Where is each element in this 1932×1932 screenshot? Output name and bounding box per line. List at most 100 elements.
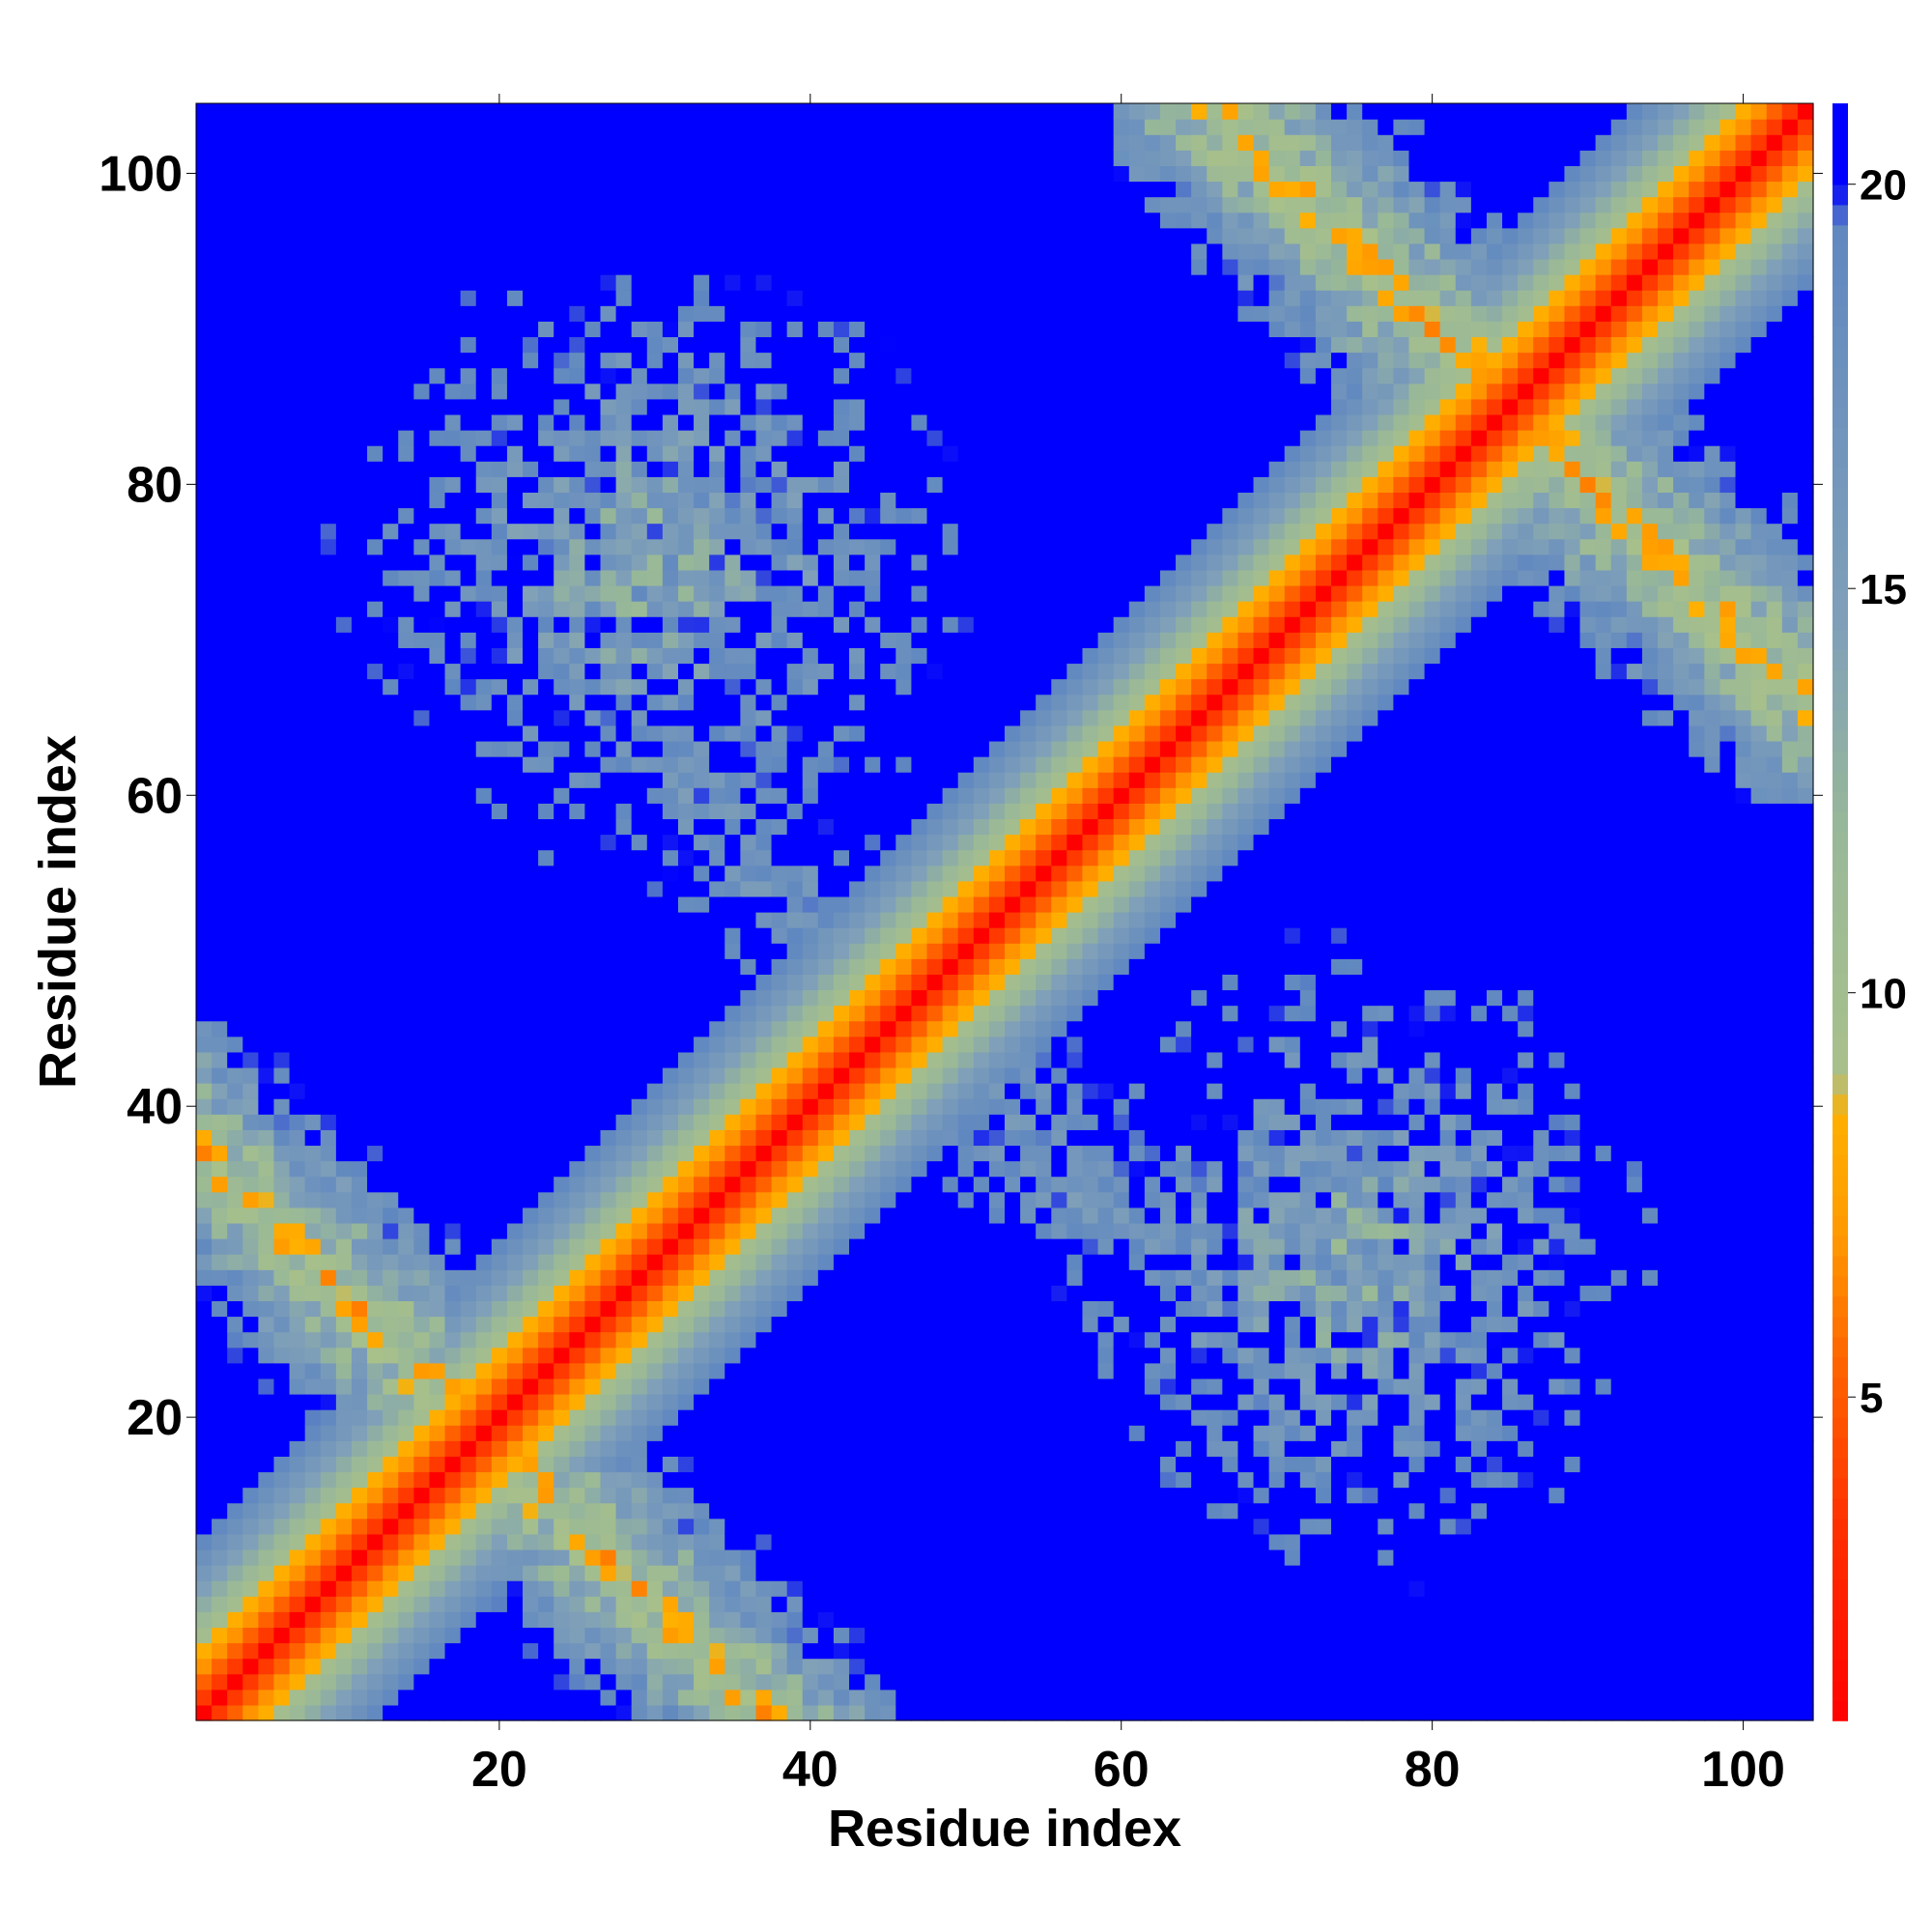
heatmap-cell xyxy=(523,989,539,1007)
heatmap-cell xyxy=(398,927,414,944)
heatmap-cell xyxy=(491,1145,508,1162)
heatmap-cell xyxy=(227,1331,243,1349)
heatmap-cell xyxy=(413,958,431,975)
heatmap-cell xyxy=(506,1627,524,1644)
heatmap-cell xyxy=(351,803,368,820)
heatmap-cell xyxy=(242,321,259,338)
heatmap-cell xyxy=(196,1285,213,1302)
heatmap-cell xyxy=(817,1285,835,1302)
heatmap-cell xyxy=(895,1331,913,1349)
heatmap-cell xyxy=(662,989,679,1007)
heatmap-cell xyxy=(615,165,633,183)
heatmap-cell xyxy=(771,367,788,384)
heatmap-cell xyxy=(227,1440,243,1457)
heatmap-cell xyxy=(740,134,757,151)
heatmap-cell xyxy=(212,958,228,975)
heatmap-cell xyxy=(631,1176,648,1193)
heatmap-cell xyxy=(786,367,804,384)
heatmap-cell xyxy=(444,1083,462,1099)
heatmap-cell xyxy=(694,912,710,928)
heatmap-cell xyxy=(880,1145,896,1162)
heatmap-cell xyxy=(677,989,695,1007)
heatmap-cell xyxy=(926,1471,944,1489)
heatmap-cell xyxy=(227,724,243,742)
heatmap-cell xyxy=(569,1456,586,1473)
heatmap-cell xyxy=(554,1020,570,1037)
heatmap-cell xyxy=(786,1145,804,1162)
heatmap-cell xyxy=(289,694,306,711)
heatmap-cell xyxy=(429,258,446,275)
heatmap-cell xyxy=(926,1347,944,1364)
heatmap-cell xyxy=(584,523,602,540)
heatmap-cell xyxy=(786,290,804,306)
heatmap-cell xyxy=(506,383,524,400)
heatmap-cell xyxy=(895,305,913,322)
heatmap-cell xyxy=(506,227,524,244)
heatmap-cell xyxy=(429,787,446,804)
heatmap-cell xyxy=(383,958,399,975)
heatmap-cell xyxy=(304,740,322,757)
heatmap-cell xyxy=(258,305,275,322)
heatmap-cell xyxy=(926,1331,944,1349)
heatmap-cell xyxy=(523,1066,539,1084)
heatmap-cell xyxy=(460,1456,477,1473)
heatmap-cell xyxy=(444,1160,462,1178)
heatmap-cell xyxy=(196,554,213,571)
heatmap-cell xyxy=(569,1285,586,1302)
heatmap-cell xyxy=(475,1425,493,1441)
heatmap-cell xyxy=(320,1316,337,1333)
heatmap-cell xyxy=(383,103,399,120)
heatmap-cell xyxy=(662,1440,679,1457)
heatmap-cell xyxy=(506,740,524,757)
heatmap-cell xyxy=(755,336,773,354)
heatmap-cell xyxy=(600,1098,617,1115)
heatmap-cell xyxy=(491,1129,508,1147)
heatmap-cell xyxy=(802,103,819,120)
heatmap-cell xyxy=(615,1254,633,1270)
heatmap-cell xyxy=(662,258,679,275)
heatmap-cell xyxy=(677,943,695,959)
heatmap-cell xyxy=(584,1269,602,1286)
heatmap-cell xyxy=(383,1222,399,1239)
heatmap-cell xyxy=(600,134,617,151)
heatmap-cell xyxy=(335,1533,353,1550)
heatmap-cell xyxy=(320,849,337,867)
heatmap-cell xyxy=(600,1627,617,1644)
heatmap-cell xyxy=(724,445,741,462)
heatmap-cell xyxy=(833,709,850,726)
heatmap-cell xyxy=(554,430,570,446)
heatmap-cell xyxy=(833,1548,850,1566)
heatmap-cell xyxy=(569,1020,586,1037)
heatmap-cell xyxy=(538,1331,554,1349)
heatmap-cell xyxy=(367,1176,384,1193)
heatmap-cell xyxy=(258,1145,275,1162)
heatmap-cell xyxy=(880,912,896,928)
heatmap-cell xyxy=(631,305,648,322)
heatmap-cell xyxy=(880,1176,896,1193)
heatmap-cell xyxy=(383,1207,399,1224)
heatmap-cell xyxy=(258,1440,275,1457)
heatmap-cell xyxy=(631,1378,648,1395)
heatmap-cell xyxy=(460,616,477,633)
heatmap-cell xyxy=(833,865,850,882)
heatmap-cell xyxy=(833,538,850,555)
heatmap-cell xyxy=(724,787,741,804)
heatmap-cell xyxy=(242,1689,259,1706)
heatmap-cell xyxy=(911,196,928,213)
heatmap-cell xyxy=(694,1051,710,1068)
heatmap-cell xyxy=(802,1269,819,1286)
heatmap-cell xyxy=(351,584,368,602)
heatmap-cell xyxy=(662,196,679,213)
heatmap-cell xyxy=(724,803,741,820)
heatmap-cell xyxy=(351,709,368,726)
heatmap-cell xyxy=(351,647,368,665)
heatmap-cell xyxy=(304,134,322,151)
heatmap-cell xyxy=(258,943,275,959)
heatmap-cell xyxy=(880,1673,896,1690)
heatmap-cell xyxy=(289,1378,306,1395)
heatmap-cell xyxy=(460,352,477,369)
heatmap-cell xyxy=(523,242,539,260)
heatmap-cell xyxy=(833,1098,850,1115)
heatmap-cell xyxy=(289,818,306,836)
heatmap-cell xyxy=(523,865,539,882)
